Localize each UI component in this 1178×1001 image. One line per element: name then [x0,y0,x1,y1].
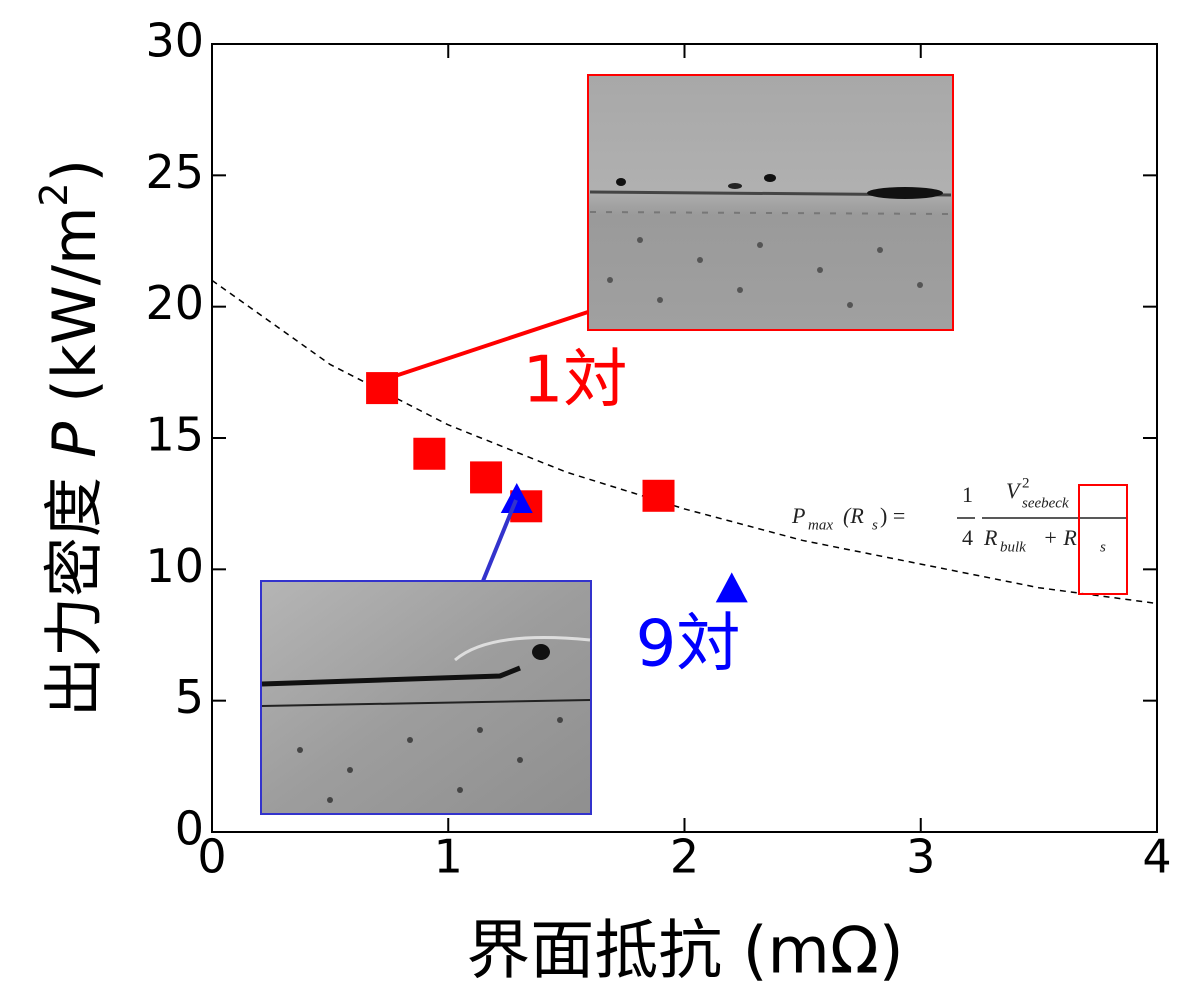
formula-part: V [1006,478,1022,503]
y-tick-label: 0 [175,802,204,856]
y-label-part: 2 [32,182,76,206]
x-tick-label: 3 [906,830,935,884]
y-label-part: 出力密度 [40,477,110,717]
y-tick-label: 10 [145,539,204,593]
y-label-part: (kW/m [40,207,110,403]
x-tick-label: 4 [1142,830,1171,884]
y-axis-label: 出力密度 P (kW/m2) [32,159,110,717]
inset-red [383,75,953,380]
square-point [470,461,502,493]
x-axis-label: 界面抵抗 (mΩ) [466,915,904,989]
formula-part: s [1100,539,1106,555]
formula-part: s [872,517,878,533]
x-tick-label: 2 [670,830,699,884]
square-point [643,480,675,512]
annotation-blue: 9対 [636,608,741,682]
formula-part: ) = [880,503,905,528]
annotation-red: 1対 [523,344,628,418]
triangle-point [716,572,748,602]
formula-part: max [808,517,833,533]
formula-part: R [983,525,998,550]
inset-blue [261,500,591,814]
y-tick-label: 30 [145,14,204,68]
formula-part: P [791,503,805,528]
formula-part: bulk [1000,539,1026,555]
y-tick-label: 25 [145,145,204,199]
formula-part: seebeck [1022,495,1069,511]
x-tick-label: 1 [434,830,463,884]
y-tick-label: 5 [175,670,204,724]
square-point [413,438,445,470]
formula-part: 2 [1022,475,1030,491]
y-label-part: ) [40,159,110,182]
formula-part: (R [843,503,864,528]
y-tick-label: 20 [145,276,204,330]
formula-part: 1 [962,482,973,507]
formula-part: 4 [962,525,973,550]
formula: P max (R s ) = 1 4 V 2 seebeck R bulk + … [791,475,1127,594]
formula-part: + R [1043,525,1077,550]
y-label-part: P [40,421,110,458]
chart: 01234051015202530 1対 9対 P max (R s ) = 1… [0,0,1178,997]
y-tick-label: 15 [145,408,204,462]
